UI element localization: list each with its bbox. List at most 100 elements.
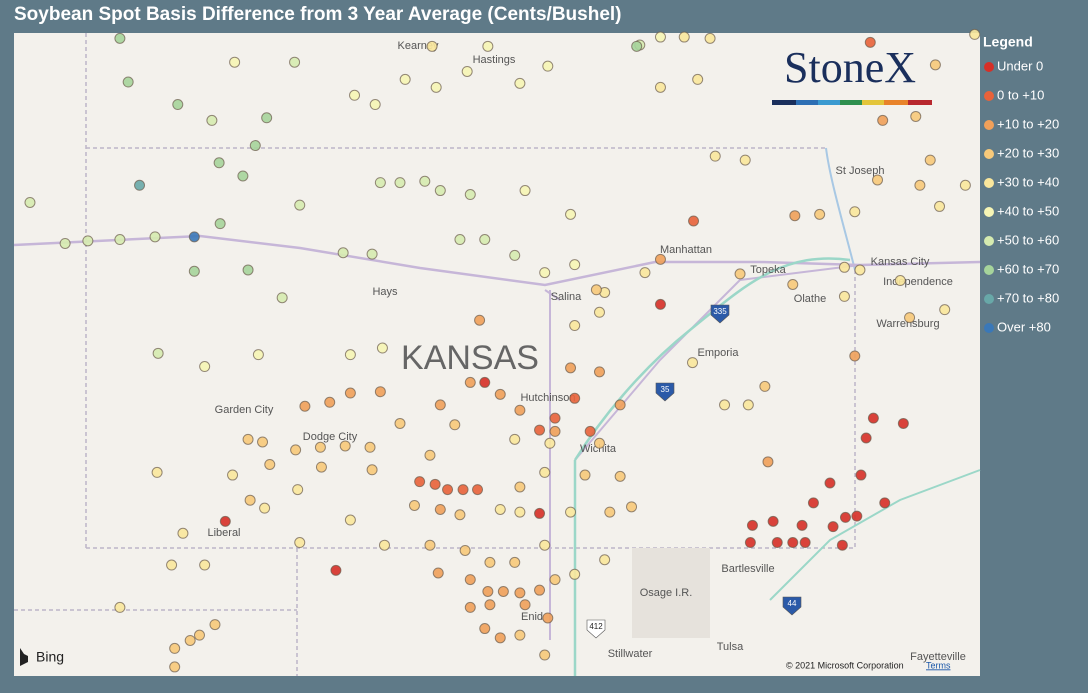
location-point: [969, 28, 981, 40]
location-point: [454, 234, 466, 246]
place-label: Hastings: [473, 54, 516, 66]
provider: Bing: [36, 649, 64, 665]
location-point: [579, 469, 591, 481]
location-point: [569, 259, 581, 271]
location-point: [394, 417, 406, 429]
location-point: [519, 185, 531, 197]
legend-marker: [984, 236, 994, 246]
location-point: [242, 433, 254, 445]
location-point: [464, 189, 476, 201]
legend-title: Legend: [983, 34, 1033, 50]
location-point: [631, 40, 643, 52]
logo-stripe: [772, 100, 932, 105]
location-point: [193, 629, 205, 641]
place-label: Osage I.R.: [640, 587, 693, 599]
location-point: [934, 200, 946, 212]
location-point: [814, 208, 826, 220]
location-point: [897, 417, 909, 429]
location-point: [767, 515, 779, 527]
location-point: [344, 514, 356, 526]
location-point: [514, 629, 526, 641]
place-label: KANSAS: [401, 339, 539, 377]
terms-link[interactable]: Terms: [926, 660, 951, 670]
location-point: [939, 304, 951, 316]
legend-label: +70 to +80: [997, 290, 1059, 305]
location-point: [519, 599, 531, 611]
location-point: [82, 235, 94, 247]
location-point: [484, 556, 496, 568]
location-point: [838, 290, 850, 302]
location-point: [299, 400, 311, 412]
location-point: [565, 208, 577, 220]
location-point: [294, 199, 306, 211]
legend-label: +20 to +30: [997, 145, 1059, 160]
location-point: [429, 478, 441, 490]
location-point: [849, 206, 861, 218]
location-point: [472, 484, 484, 496]
location-point: [114, 32, 126, 44]
provider-icon: [20, 648, 28, 666]
location-point: [134, 179, 146, 191]
location-point: [227, 469, 239, 481]
location-point: [539, 539, 551, 551]
location-point: [474, 314, 486, 326]
location-point: [654, 298, 666, 310]
legend-marker: [984, 91, 994, 101]
location-point: [434, 503, 446, 515]
location-point: [294, 537, 306, 549]
location-point: [838, 261, 850, 273]
title: Soybean Spot Basis Difference from 3 Yea…: [14, 4, 622, 25]
location-point: [549, 425, 561, 437]
location-point: [688, 215, 700, 227]
location-point: [709, 150, 721, 162]
location-point: [542, 612, 554, 624]
location-point: [593, 366, 605, 378]
highway-label: 35: [661, 385, 670, 394]
location-point: [177, 527, 189, 539]
location-point: [924, 154, 936, 166]
location-point: [542, 60, 554, 72]
legend-marker: [984, 62, 994, 72]
location-point: [169, 642, 181, 654]
location-point: [654, 253, 666, 265]
location-point: [929, 59, 941, 71]
legend-label: +30 to +40: [997, 174, 1059, 189]
location-point: [894, 275, 906, 287]
legend-marker: [984, 149, 994, 159]
location-point: [534, 424, 546, 436]
location-point: [219, 515, 231, 527]
location-point: [449, 419, 461, 431]
location-point: [259, 502, 271, 514]
location-point: [497, 586, 509, 598]
location-point: [719, 399, 731, 411]
place-label: Tulsa: [717, 641, 744, 653]
location-point: [454, 509, 466, 521]
location-point: [836, 539, 848, 551]
location-point: [494, 503, 506, 515]
legend-label: Under 0: [997, 58, 1043, 73]
place-label: Fayetteville: [910, 651, 966, 663]
location-point: [867, 412, 879, 424]
location-point: [257, 436, 269, 448]
location-point: [432, 567, 444, 579]
location-point: [639, 267, 651, 279]
location-point: [855, 469, 867, 481]
location-point: [430, 81, 442, 93]
location-point: [426, 40, 438, 52]
location-point: [459, 544, 471, 556]
location-point: [408, 499, 420, 511]
location-point: [213, 157, 225, 169]
location-point: [149, 231, 161, 243]
location-point: [614, 399, 626, 411]
location-point: [839, 511, 851, 523]
location-point: [734, 268, 746, 280]
location-point: [188, 265, 200, 277]
location-point: [344, 387, 356, 399]
location-point: [188, 231, 200, 243]
location-point: [114, 601, 126, 613]
location-point: [877, 114, 889, 126]
location-point: [261, 112, 273, 124]
location-point: [910, 110, 922, 122]
highway-shield: [782, 596, 802, 616]
